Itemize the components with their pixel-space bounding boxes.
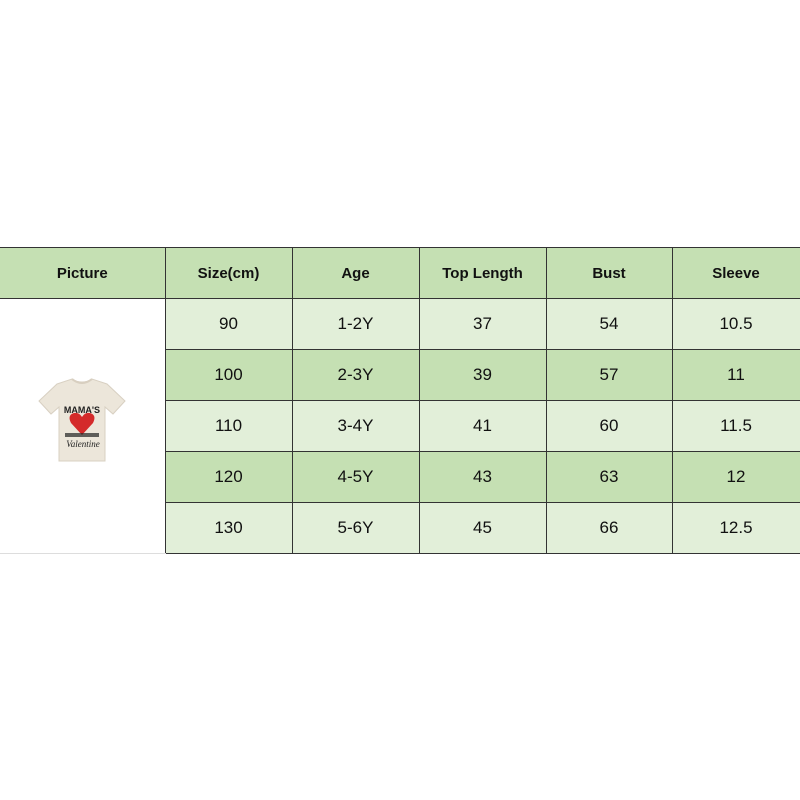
header-size: Size(cm) [164,247,293,299]
cell-age: 1-2Y [291,298,420,350]
header-top-length: Top Length [418,247,547,299]
cell-top-length: 41 [418,400,547,452]
header-bust: Bust [545,247,673,299]
cell-age: 2-3Y [291,349,420,401]
cell-top-length: 39 [418,349,547,401]
cell-top-length: 37 [418,298,547,350]
table-row: 100 2-3Y 39 57 11 [0,349,800,401]
cell-sleeve: 10.5 [671,298,800,350]
cell-size: 110 [164,400,293,452]
cell-bust: 60 [545,400,673,452]
cell-size: 130 [164,502,293,554]
svg-text:Valentine: Valentine [67,439,101,449]
cell-bust: 57 [545,349,673,401]
cell-age: 3-4Y [291,400,420,452]
cell-sleeve: 11 [671,349,800,401]
cell-age: 5-6Y [291,502,420,554]
table-row: 130 5-6Y 45 66 12.5 [0,502,800,554]
header-age: Age [291,247,420,299]
header-row: Picture Size(cm) Age Top Length Bust Sle… [0,247,800,299]
cell-sleeve: 12.5 [671,502,800,554]
cell-size: 100 [164,349,293,401]
table-row: 110 3-4Y 41 60 11.5 [0,400,800,452]
cell-top-length: 43 [418,451,547,503]
cell-sleeve: 11.5 [671,400,800,452]
tshirt-image: MAMA'S Valentine [38,377,126,461]
cell-bust: 66 [545,502,673,554]
cell-size: 120 [164,451,293,503]
cell-age: 4-5Y [291,451,420,503]
header-sleeve: Sleeve [671,247,800,299]
table-row: MAMA'S Valentine 90 1-2Y 37 54 10.5 [0,298,800,554]
cell-bust: 63 [545,451,673,503]
size-chart-table: Picture Size(cm) Age Top Length Bust Sle… [0,247,800,554]
table-row: 120 4-5Y 43 63 12 [0,451,800,503]
cell-top-length: 45 [418,502,547,554]
product-picture-cell: MAMA'S Valentine [0,298,166,554]
cell-bust: 54 [545,298,673,350]
svg-text:MAMA'S: MAMA'S [64,405,100,415]
header-picture: Picture [0,247,166,299]
cell-size: 90 [164,298,293,350]
cell-sleeve: 12 [671,451,800,503]
